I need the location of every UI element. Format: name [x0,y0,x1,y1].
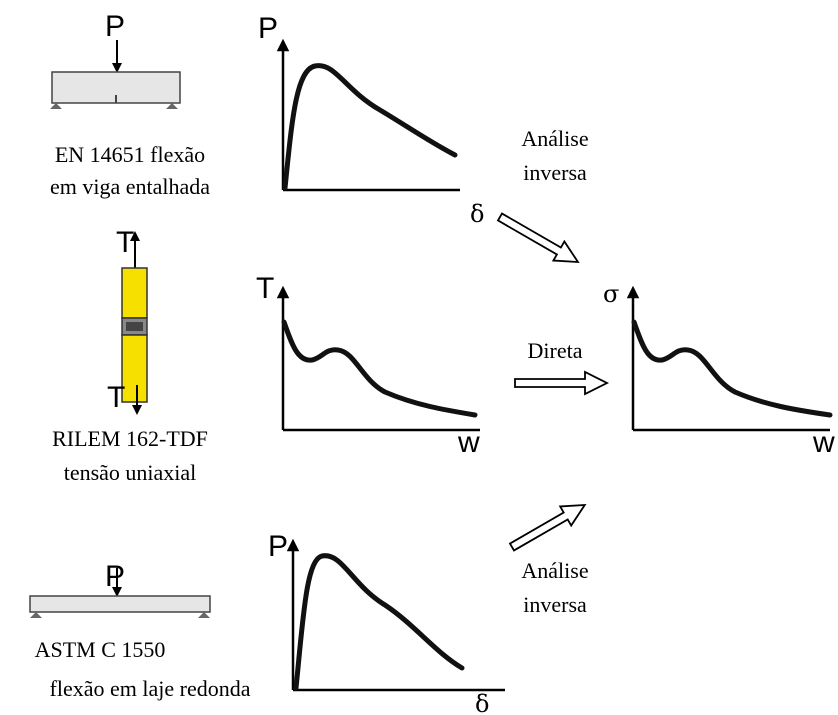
graph: P δ [258,12,484,228]
method: inversa [523,160,587,185]
caption: em viga entalhada [50,174,210,199]
y-axis-label: P [258,12,278,45]
x-axis-label: δ [475,690,489,715]
notched-beam-test: P EN 14651 flexão em viga entalhada [50,10,210,199]
load-label: T [116,226,134,259]
y-axis-label: T [256,272,274,305]
y-axis-label: σ [603,280,619,308]
tension-specimen-test: T T RILEM 162-TDF tensão uniaxial [52,226,208,485]
graph: P δ [268,530,505,715]
caption: RILEM 162-TDF [52,426,208,451]
method: Análise [521,558,588,583]
method: inversa [523,592,587,617]
arrow [496,212,580,264]
y-axis-label: P [268,530,288,563]
load-label: P [105,10,125,43]
round-panel-test: P ASTM C 1550 flexão em laje redonda [29,560,251,701]
caption: tensão uniaxial [64,460,197,485]
x-axis-label: w [457,426,480,459]
arrow [514,370,610,396]
caption: ASTM C 1550 [35,637,166,662]
result-graph: σ w [603,280,835,459]
load-label: P [105,560,125,593]
method: Análise [521,126,588,151]
x-axis-label: δ [470,200,484,228]
load-label: T [107,381,125,414]
graph: T w [256,272,480,459]
caption: EN 14651 flexão [55,142,205,167]
caption: flexão em laje redonda [50,676,251,701]
x-axis-label: w [812,426,835,459]
arrow [508,503,587,552]
method: Direta [528,338,583,363]
